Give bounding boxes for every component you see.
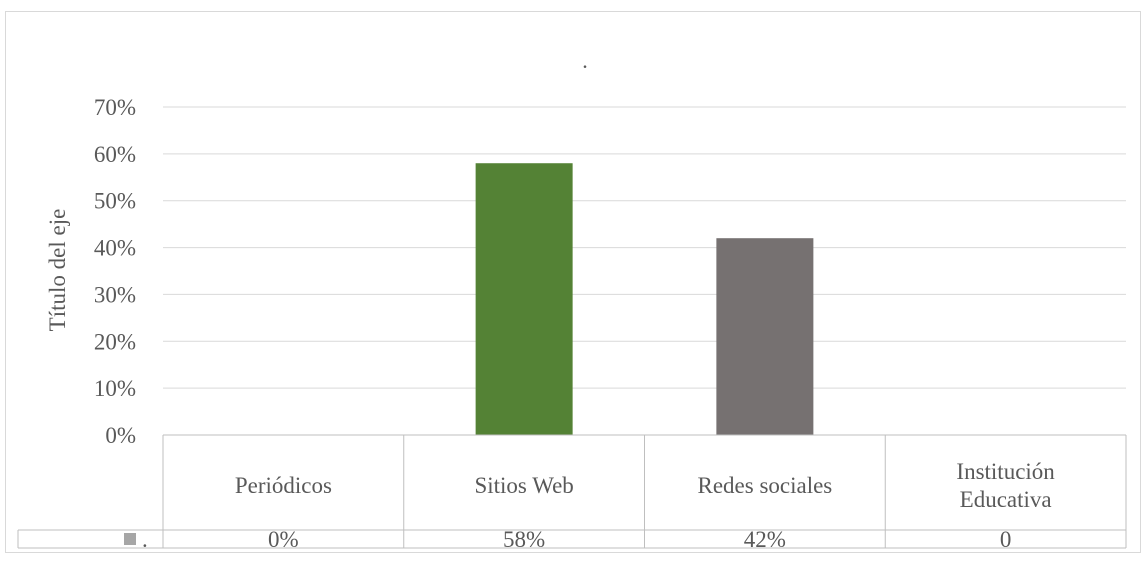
data-table-value: 58% (503, 527, 545, 552)
y-tick-label: 60% (94, 142, 136, 167)
y-tick-label: 0% (105, 423, 136, 448)
chart-title: . (582, 48, 588, 73)
category-label: Periódicos (235, 473, 332, 498)
category-label: Educativa (960, 487, 1052, 512)
y-tick-label: 30% (94, 282, 136, 307)
category-label: Sitios Web (474, 473, 573, 498)
category-label: Redes sociales (697, 473, 832, 498)
data-table-value: 42% (744, 527, 786, 552)
chart-border (5, 11, 1141, 553)
y-tick-label: 70% (94, 95, 136, 120)
y-tick-label: 40% (94, 236, 136, 261)
data-table-value: 0 (1000, 527, 1012, 552)
y-tick-label: 50% (94, 189, 136, 214)
bar (716, 238, 814, 435)
y-tick-label: 10% (94, 376, 136, 401)
category-label: Institución (956, 459, 1055, 484)
bar (475, 163, 573, 435)
y-axis-title: Título del eje (45, 209, 70, 332)
legend-label: . (142, 527, 148, 552)
y-tick-label: 20% (94, 329, 136, 354)
data-table-value: 0% (268, 527, 299, 552)
legend-key (124, 533, 136, 545)
